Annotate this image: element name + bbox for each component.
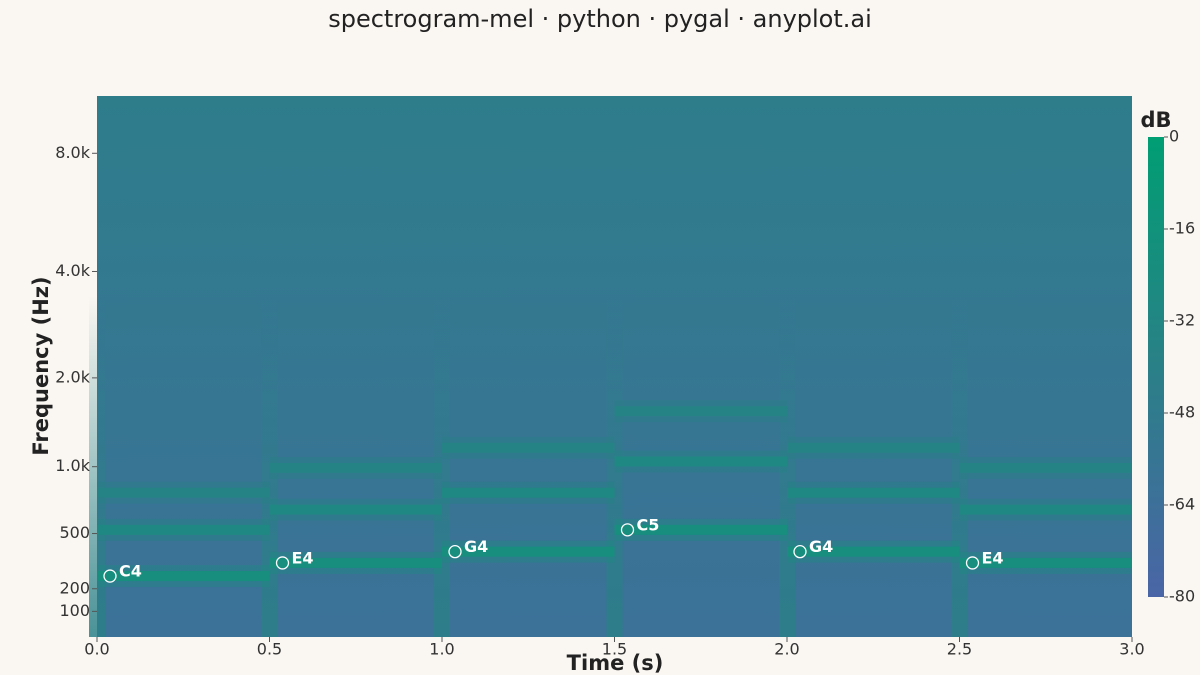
harmonic-band <box>959 557 1132 568</box>
y-tick-label: 1.0k <box>55 456 90 475</box>
colorbar <box>1148 137 1164 597</box>
note-marker <box>103 569 117 583</box>
note-marker <box>448 544 462 559</box>
note-label: E4 <box>982 548 1004 567</box>
x-axis-label: Time (s) <box>567 651 664 675</box>
harmonic-band <box>269 557 442 568</box>
harmonic-band <box>614 524 787 535</box>
note-label: C4 <box>119 562 142 581</box>
y-tick-label: 2.0k <box>55 367 90 386</box>
harmonic-band <box>269 504 442 515</box>
harmonic-band <box>442 487 615 498</box>
colorbar-tick-label: -16 <box>1169 219 1195 238</box>
colorbar-label: dB <box>1140 108 1171 132</box>
harmonic-band <box>787 442 960 453</box>
harmonic-band <box>97 571 270 582</box>
x-tick-label: 1.5 <box>602 640 627 659</box>
harmonic-band <box>959 462 1132 473</box>
note-label: G4 <box>464 537 488 556</box>
colorbar-tick-label: -48 <box>1169 403 1195 422</box>
note-marker <box>620 523 635 537</box>
x-tick-label: 2.0 <box>774 640 799 659</box>
harmonic-band <box>614 456 787 467</box>
x-tick-label: 2.5 <box>947 640 972 659</box>
harmonic-band <box>97 524 270 535</box>
harmonic-band <box>787 487 960 498</box>
x-tick-label: 3.0 <box>1119 640 1144 659</box>
y-tick-label: 200 <box>59 578 90 597</box>
note-marker <box>793 544 807 559</box>
harmonic-band <box>97 487 270 498</box>
colorbar-tick-label: -32 <box>1169 311 1195 330</box>
y-tick-label: 500 <box>59 523 90 542</box>
x-tick-label: 1.0 <box>429 640 454 659</box>
y-tick-label: 100 <box>59 601 90 620</box>
y-tick-label: 4.0k <box>55 261 90 280</box>
note-label: G4 <box>809 537 833 556</box>
note-label: C5 <box>637 515 660 534</box>
harmonic-band <box>442 546 615 557</box>
x-tick-label: 0.0 <box>84 640 109 659</box>
colorbar-tick-label: -64 <box>1169 495 1195 514</box>
harmonic-band <box>269 462 442 473</box>
harmonic-band <box>442 442 615 453</box>
y-axis-label: Frequency (Hz) <box>29 276 53 455</box>
x-tick-label: 0.5 <box>257 640 282 659</box>
note-marker <box>275 556 290 570</box>
note-label: E4 <box>292 548 314 567</box>
colorbar-tick-label: 0 <box>1169 127 1179 146</box>
chart-title: spectrogram-mel · python · pygal · anypl… <box>328 5 872 33</box>
harmonic-band <box>787 546 960 557</box>
harmonic-band <box>614 406 787 417</box>
colorbar-tick-label: -80 <box>1169 587 1195 606</box>
y-tick-label: 8.0k <box>55 143 90 162</box>
harmonic-band <box>959 504 1132 515</box>
note-marker <box>965 556 980 570</box>
